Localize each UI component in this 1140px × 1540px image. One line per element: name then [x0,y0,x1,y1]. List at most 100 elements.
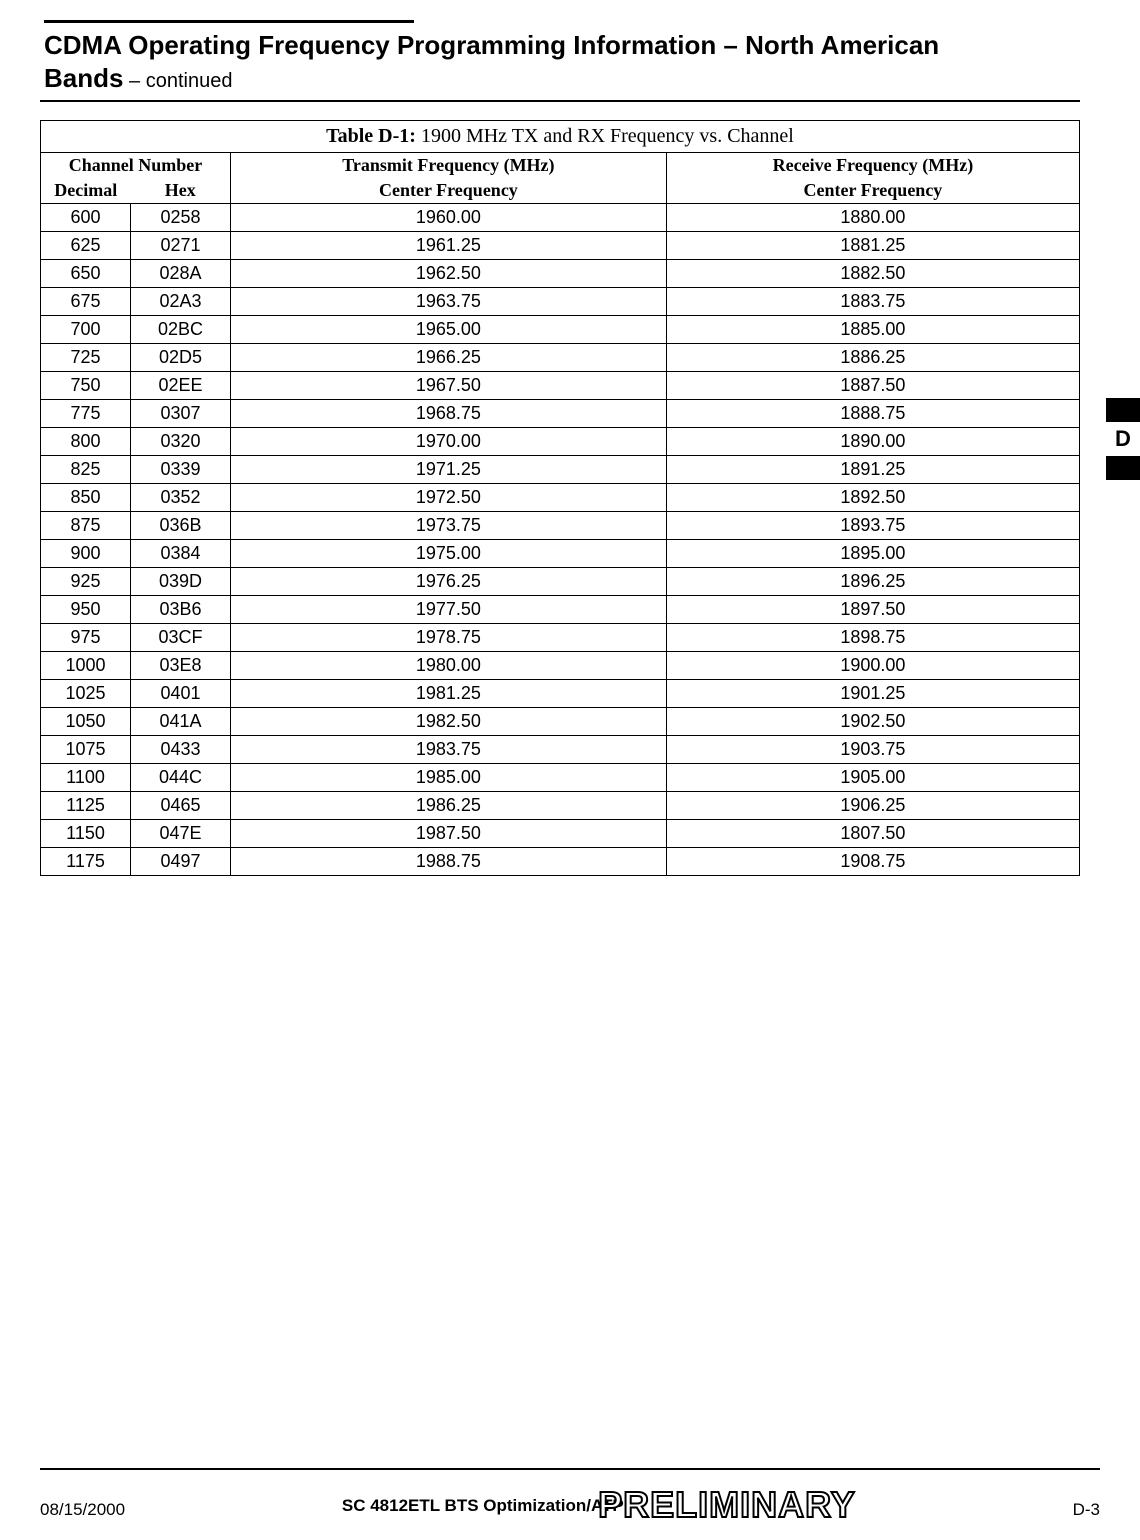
cell-decimal: 950 [41,596,131,624]
cell-tx: 1986.25 [231,792,667,820]
footer-rule [40,1468,1100,1470]
cell-rx: 1906.25 [666,792,1079,820]
cell-rx: 1887.50 [666,372,1079,400]
cell-rx: 1886.25 [666,344,1079,372]
cell-hex: 02BC [131,316,231,344]
cell-tx: 1983.75 [231,736,667,764]
cell-rx: 1905.00 [666,764,1079,792]
cell-decimal: 925 [41,568,131,596]
top-rule [44,20,414,23]
tab-block-top [1106,398,1140,422]
cell-tx: 1980.00 [231,652,667,680]
cell-hex: 0465 [131,792,231,820]
cell-decimal: 1025 [41,680,131,708]
section-tab: D [1106,398,1140,480]
tab-block-bottom [1106,456,1140,480]
table-row: 102504011981.251901.25 [41,680,1080,708]
cell-hex: 0258 [131,204,231,232]
table-row: 925039D1976.251896.25 [41,568,1080,596]
cell-hex: 03E8 [131,652,231,680]
table-row: 1050041A1982.501902.50 [41,708,1080,736]
table-row: 97503CF1978.751898.75 [41,624,1080,652]
cell-tx: 1967.50 [231,372,667,400]
cell-tx: 1976.25 [231,568,667,596]
table-row: 117504971988.751908.75 [41,848,1080,876]
cell-rx: 1898.75 [666,624,1079,652]
table-row: 95003B61977.501897.50 [41,596,1080,624]
cell-hex: 0401 [131,680,231,708]
cell-hex: 03CF [131,624,231,652]
cell-rx: 1882.50 [666,260,1079,288]
footer-date: 08/15/2000 [40,1500,125,1520]
cell-decimal: 725 [41,344,131,372]
table-caption-rest: 1900 MHz TX and RX Frequency vs. Channel [416,125,794,147]
footer-watermark: PRELIMINARY [598,1484,856,1525]
cell-rx: 1888.75 [666,400,1079,428]
cell-decimal: 1075 [41,736,131,764]
cell-rx: 1897.50 [666,596,1079,624]
cell-decimal: 1100 [41,764,131,792]
cell-hex: 02EE [131,372,231,400]
cell-rx: 1908.75 [666,848,1079,876]
cell-rx: 1885.00 [666,316,1079,344]
cell-tx: 1973.75 [231,512,667,540]
table-row: 72502D51966.251886.25 [41,344,1080,372]
cell-hex: 041A [131,708,231,736]
th-channel-group: Channel Number [41,153,231,179]
cell-decimal: 975 [41,624,131,652]
footer-page-number: D-3 [1073,1500,1100,1520]
th-hex: Hex [131,178,231,204]
cell-tx: 1975.00 [231,540,667,568]
cell-tx: 1962.50 [231,260,667,288]
cell-hex: 02D5 [131,344,231,372]
cell-decimal: 775 [41,400,131,428]
cell-rx: 1893.75 [666,512,1079,540]
table-row: 82503391971.251891.25 [41,456,1080,484]
cell-hex: 044C [131,764,231,792]
cell-tx: 1982.50 [231,708,667,736]
cell-tx: 1972.50 [231,484,667,512]
table-row: 85003521972.501892.50 [41,484,1080,512]
table-row: 67502A31963.751883.75 [41,288,1080,316]
table-row: 60002581960.001880.00 [41,204,1080,232]
table-row: 90003841975.001895.00 [41,540,1080,568]
cell-rx: 1900.00 [666,652,1079,680]
th-tx-line1: Transmit Frequency (MHz) [231,153,667,179]
table-row: 70002BC1965.001885.00 [41,316,1080,344]
cell-tx: 1961.25 [231,232,667,260]
table-row: 112504651986.251906.25 [41,792,1080,820]
cell-tx: 1981.25 [231,680,667,708]
cell-decimal: 875 [41,512,131,540]
cell-hex: 047E [131,820,231,848]
table-row: 77503071968.751888.75 [41,400,1080,428]
cell-rx: 1895.00 [666,540,1079,568]
cell-tx: 1960.00 [231,204,667,232]
cell-decimal: 1125 [41,792,131,820]
th-rx-line2: Center Frequency [666,178,1079,204]
cell-decimal: 1150 [41,820,131,848]
cell-hex: 039D [131,568,231,596]
cell-rx: 1880.00 [666,204,1079,232]
cell-tx: 1963.75 [231,288,667,316]
cell-decimal: 625 [41,232,131,260]
heading-line2-bold: Bands [44,63,123,93]
cell-tx: 1970.00 [231,428,667,456]
table-row: 1150047E1987.501807.50 [41,820,1080,848]
cell-rx: 1901.25 [666,680,1079,708]
cell-decimal: 1175 [41,848,131,876]
th-rx-line1: Receive Frequency (MHz) [666,153,1079,179]
cell-rx: 1892.50 [666,484,1079,512]
cell-hex: 0497 [131,848,231,876]
cell-hex: 02A3 [131,288,231,316]
cell-decimal: 650 [41,260,131,288]
table-row: 75002EE1967.501887.50 [41,372,1080,400]
table-row: 875036B1973.751893.75 [41,512,1080,540]
th-tx-line2: Center Frequency [231,178,667,204]
cell-hex: 03B6 [131,596,231,624]
table-caption-label: Table D-1: [326,125,416,147]
cell-tx: 1971.25 [231,456,667,484]
cell-hex: 0307 [131,400,231,428]
cell-rx: 1890.00 [666,428,1079,456]
cell-hex: 0320 [131,428,231,456]
cell-hex: 0271 [131,232,231,260]
